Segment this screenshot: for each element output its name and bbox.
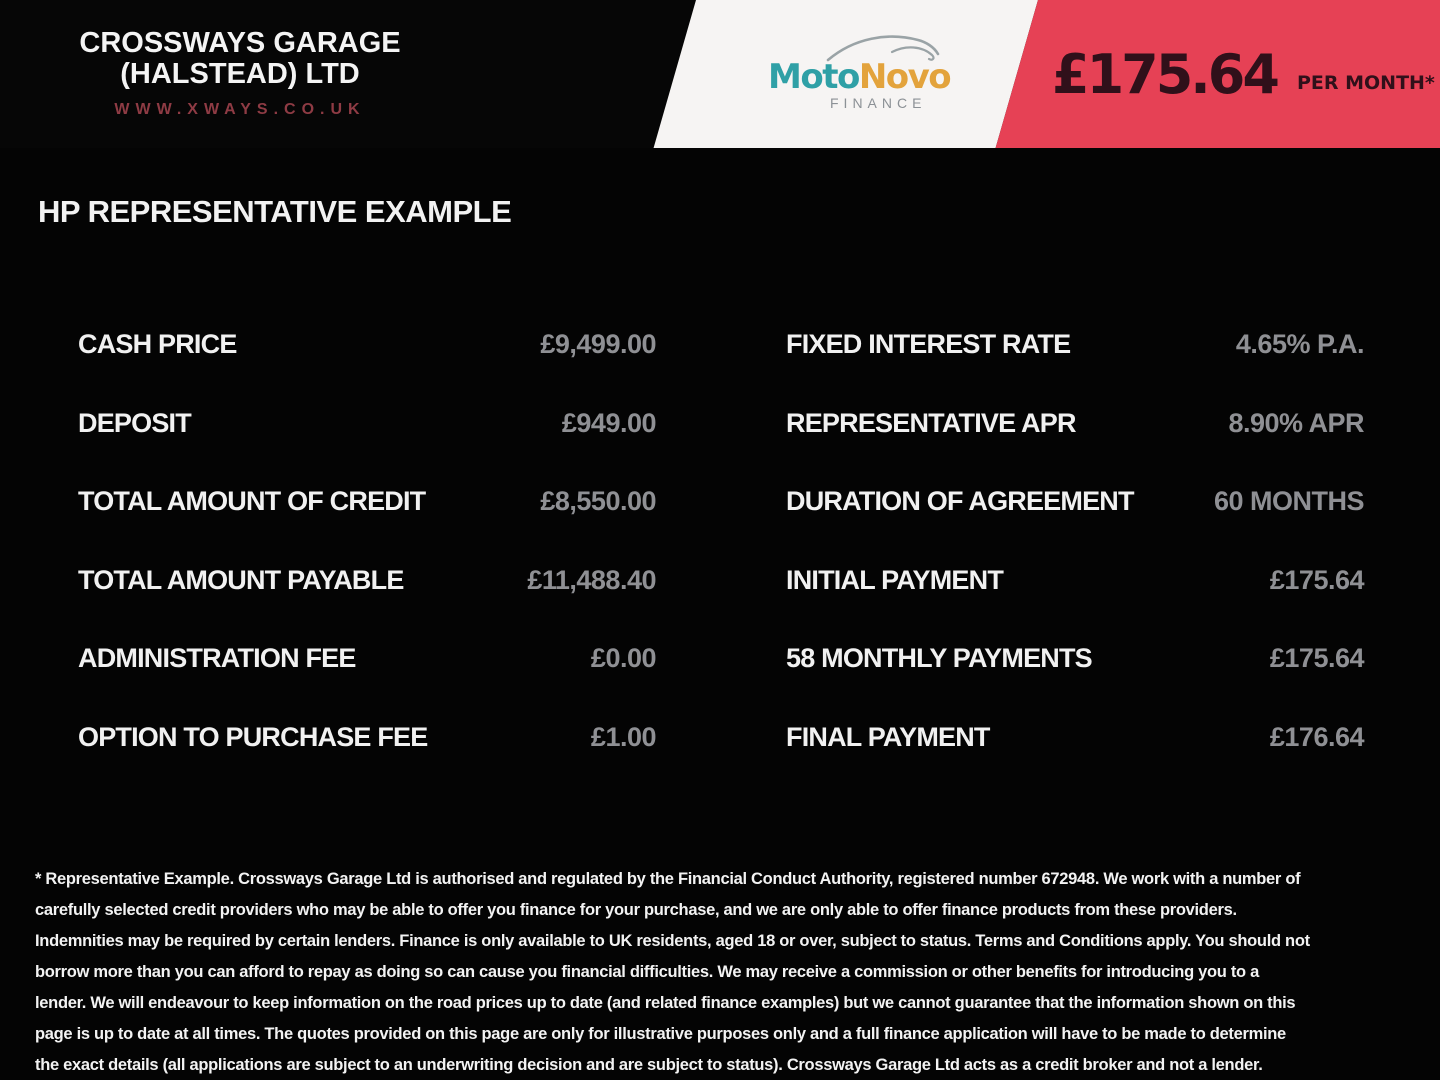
legal-disclaimer: * Representative Example. Crossways Gara… <box>35 870 1310 1074</box>
motonovo-wordmark: MotoNovo <box>768 60 968 94</box>
table-row: OPTION TO PURCHASE FEE £1.00 <box>78 721 657 800</box>
row-label: DEPOSIT <box>78 407 192 438</box>
finance-table-left-column: CASH PRICE £9,499.00 DEPOSIT £949.00 TOT… <box>78 328 657 800</box>
table-row: DURATION OF AGREEMENT 60 MONTHS <box>786 485 1365 564</box>
row-label: TOTAL AMOUNT OF CREDIT <box>78 486 426 516</box>
table-row: TOTAL AMOUNT PAYABLE £11,488.40 <box>78 564 656 643</box>
row-label: ADMINISTRATION FEE <box>78 643 356 673</box>
monthly-price-period: PER MONTH* <box>1296 72 1435 94</box>
dealer-logo: CROSSWAYS GARAGE (HALSTEAD) LTD WWW.XWAY… <box>0 28 480 119</box>
table-row: TOTAL AMOUNT OF CREDIT £8,550.00 <box>78 485 656 564</box>
row-value: 4.65% P.A. <box>1235 329 1365 359</box>
row-label: CASH PRICE <box>78 329 237 359</box>
row-label: FINAL PAYMENT <box>786 721 990 752</box>
motonovo-logo: MotoNovo FINANCE <box>768 30 968 111</box>
table-row: FINAL PAYMENT £176.64 <box>786 721 1365 800</box>
dealer-name-line1: CROSSWAYS GARAGE <box>79 27 401 59</box>
finance-table-right-column: FIXED INTEREST RATE 4.65% P.A. REPRESENT… <box>786 328 1365 800</box>
finance-table: CASH PRICE £9,499.00 DEPOSIT £949.00 TOT… <box>0 328 1440 799</box>
page-title: HP REPRESENTATIVE EXAMPLE <box>38 194 512 229</box>
row-value: £175.64 <box>1269 564 1365 595</box>
brand-novo-text: Novo <box>858 57 952 97</box>
row-label: 58 MONTHLY PAYMENTS <box>786 643 1093 673</box>
row-value: £1.00 <box>590 721 657 752</box>
monthly-price-amount: £175.64 <box>1052 42 1280 106</box>
row-value: £175.64 <box>1269 643 1365 673</box>
table-row: CASH PRICE £9,499.00 <box>78 328 656 407</box>
row-value: £0.00 <box>590 643 657 673</box>
table-row: 58 MONTHLY PAYMENTS £175.64 <box>786 642 1365 721</box>
row-value: £9,499.00 <box>540 329 656 359</box>
row-label: OPTION TO PURCHASE FEE <box>78 721 428 752</box>
row-label: DURATION OF AGREEMENT <box>786 486 1134 516</box>
row-value: £8,550.00 <box>540 486 656 516</box>
table-row: REPRESENTATIVE APR 8.90% APR <box>786 407 1364 486</box>
table-row: DEPOSIT £949.00 <box>78 407 657 486</box>
table-row: FIXED INTEREST RATE 4.65% P.A. <box>786 328 1365 407</box>
row-label: INITIAL PAYMENT <box>786 564 1004 595</box>
row-value: £949.00 <box>561 407 657 438</box>
dealer-name-line2: (HALSTEAD) LTD <box>120 58 360 90</box>
top-banner: CROSSWAYS GARAGE (HALSTEAD) LTD WWW.XWAY… <box>0 0 1440 148</box>
row-label: TOTAL AMOUNT PAYABLE <box>78 564 404 595</box>
row-value: 60 MONTHS <box>1213 486 1365 516</box>
brand-finance-text: FINANCE <box>830 95 927 111</box>
row-value: £176.64 <box>1269 721 1365 752</box>
table-row: ADMINISTRATION FEE £0.00 <box>78 642 657 721</box>
row-value: 8.90% APR <box>1228 407 1364 438</box>
row-value: £11,488.40 <box>527 564 656 595</box>
table-row: INITIAL PAYMENT £175.64 <box>786 564 1365 643</box>
row-label: FIXED INTEREST RATE <box>786 329 1071 359</box>
dealer-website: WWW.XWAYS.CO.UK <box>114 101 366 118</box>
monthly-price-banner: £175.64 PER MONTH* <box>1052 0 1435 148</box>
brand-moto-text: Moto <box>768 57 860 97</box>
car-swoosh-icon <box>826 35 940 62</box>
row-label: REPRESENTATIVE APR <box>786 407 1076 438</box>
